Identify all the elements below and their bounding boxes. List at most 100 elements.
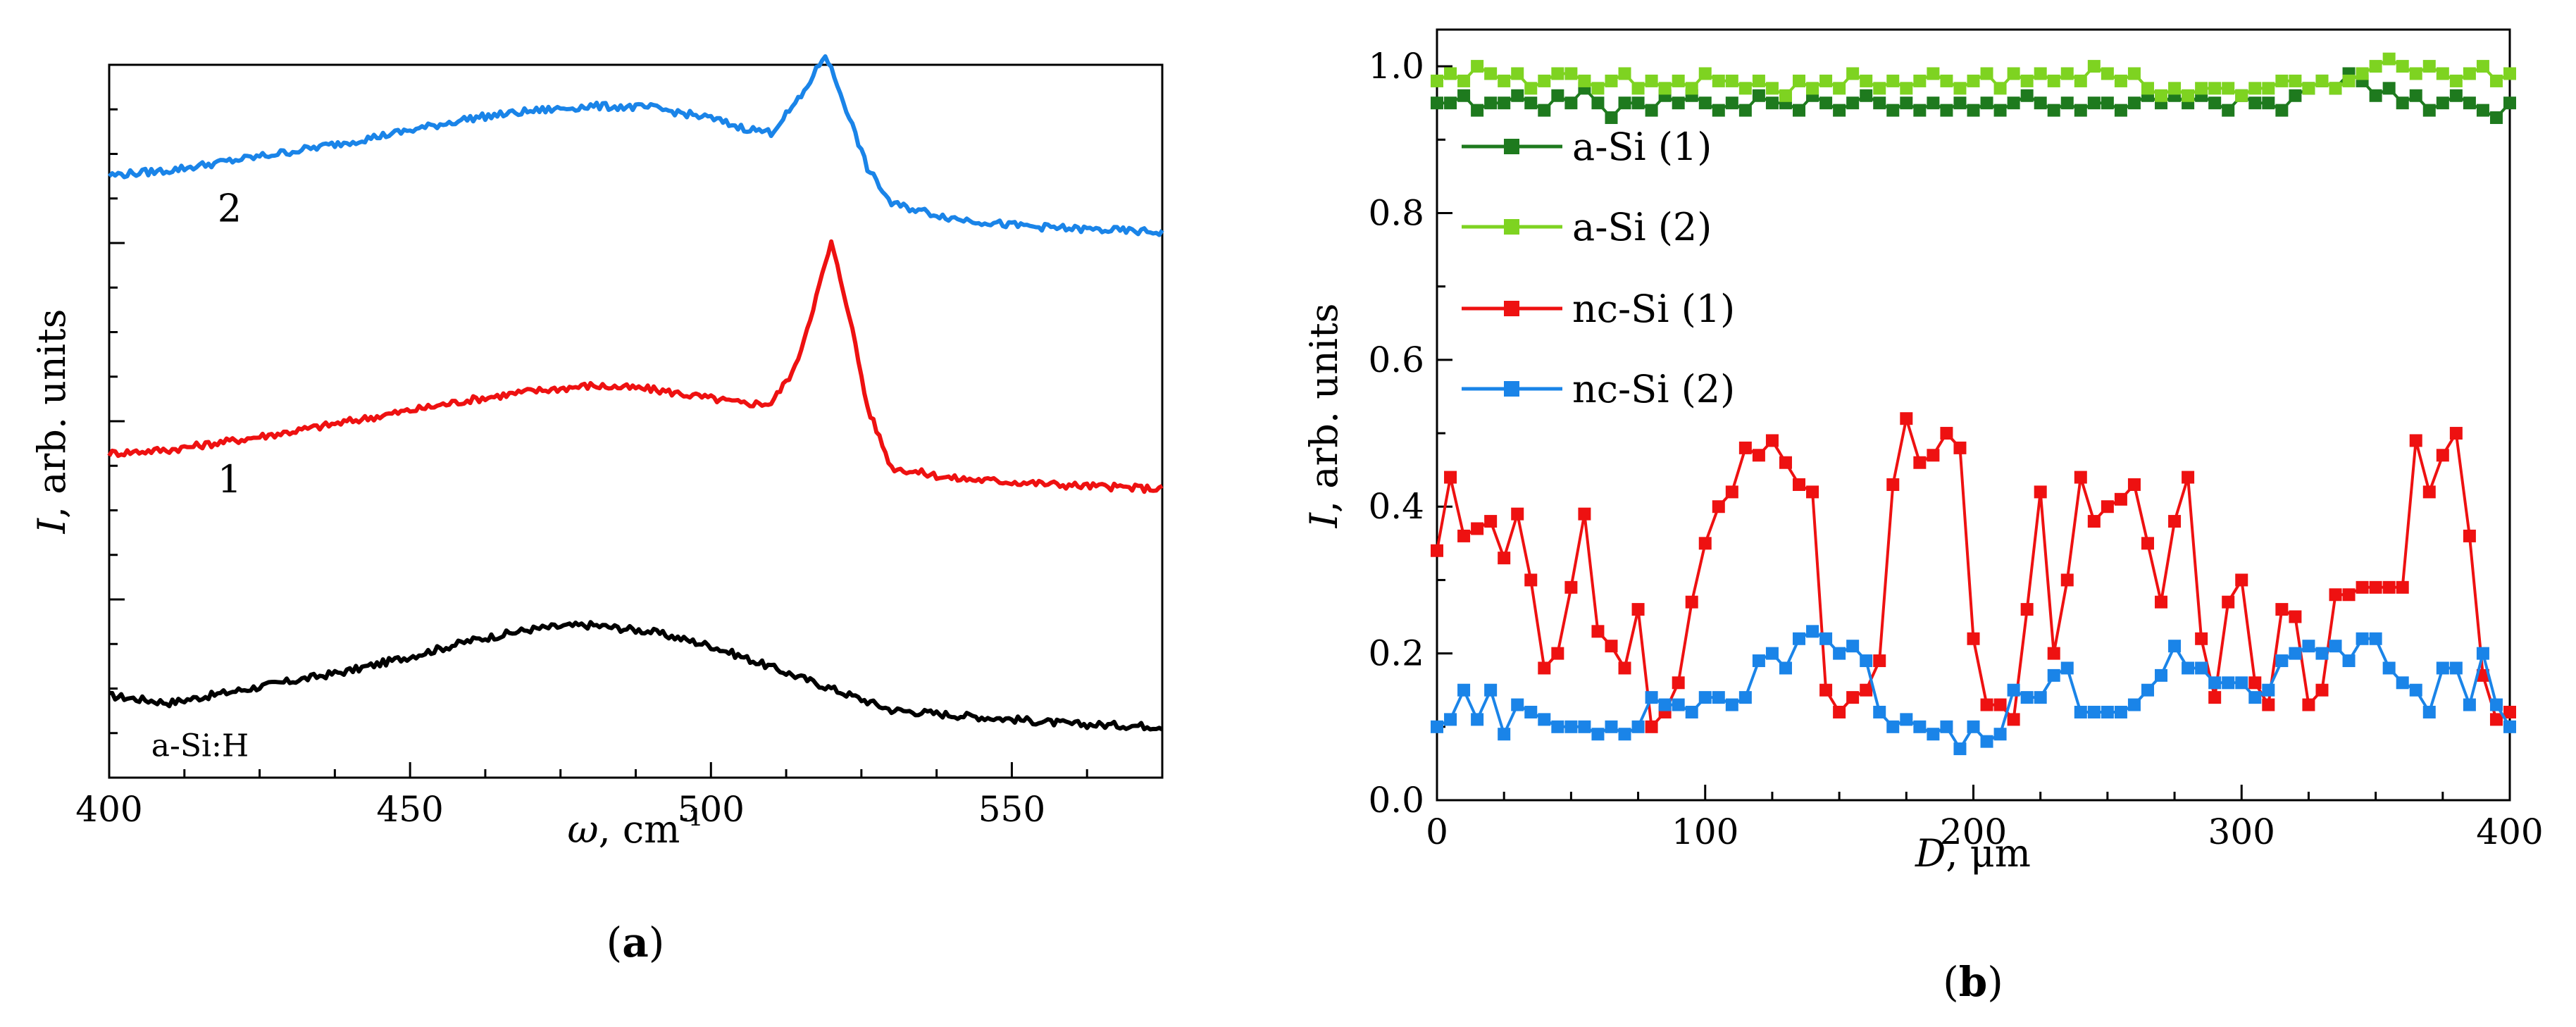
data-point-a-Si (1) (1860, 89, 1873, 102)
data-point-nc-Si (2) (2503, 720, 2516, 733)
data-point-a-Si (2) (1765, 82, 1779, 95)
data-point-a-Si (1) (1846, 97, 1860, 110)
data-point-nc-Si (2) (1564, 720, 1578, 733)
panel-b-chart: 0 100 200 300 400 0.0 0.2 0.4 0.6 0.8 1.0 a-Si (1)… (1302, 28, 2544, 1006)
data-point-nc-Si (1) (1551, 647, 1564, 660)
panel-a-frame (108, 63, 1164, 779)
data-point-nc-Si (1) (2369, 580, 2382, 594)
data-point-nc-Si (2) (1698, 691, 1712, 704)
data-point-nc-Si (1) (1618, 661, 1631, 675)
data-point-nc-Si (2) (1471, 713, 1484, 726)
data-point-nc-Si (1) (2463, 529, 2476, 542)
data-point-nc-Si (1) (1738, 441, 1752, 454)
data-point-nc-Si (2) (1457, 683, 1471, 697)
data-point-a-Si (2) (1712, 74, 1725, 87)
data-point-a-Si (2) (1524, 82, 1538, 95)
data-point-nc-Si (1) (1457, 529, 1471, 542)
data-point-a-Si (1) (2101, 97, 2114, 110)
data-point-a-Si (2) (1658, 82, 1672, 95)
legend-label-a-Si (1): a-Si (1) (1572, 125, 1712, 169)
data-point-nc-Si (2) (2034, 691, 2047, 704)
data-point-a-Si (1) (2436, 97, 2449, 110)
panel-a-chart: 400 450 500 550 a-Si:H 1 2 ω, cm-1 I, arb. un… (30, 54, 1164, 966)
data-point-nc-Si (2) (2101, 705, 2114, 718)
data-point-a-Si (1) (2208, 97, 2222, 110)
data-point-nc-Si (2) (1793, 632, 1806, 645)
data-point-a-Si (2) (2248, 82, 2262, 95)
data-point-a-Si (2) (1578, 74, 1591, 87)
data-point-nc-Si (1) (2127, 478, 2141, 491)
data-point-nc-Si (1) (1484, 515, 1498, 528)
data-point-nc-Si (1) (2356, 580, 2369, 594)
data-point-a-Si (1) (1605, 111, 1618, 125)
data-point-a-Si (1) (2114, 104, 2127, 117)
data-point-nc-Si (1) (1524, 573, 1538, 587)
x-tick-label: 200 (1940, 811, 2007, 852)
data-point-a-Si (1) (1645, 104, 1658, 117)
data-point-nc-Si (2) (1993, 728, 2007, 741)
data-point-nc-Si (2) (1940, 720, 1953, 733)
data-point-a-Si (2) (2342, 74, 2356, 87)
data-point-nc-Si (2) (1725, 698, 1738, 711)
data-point-a-Si (2) (1631, 82, 1645, 95)
data-point-a-Si (1) (1873, 97, 1886, 110)
data-point-nc-Si (1) (1980, 698, 1993, 711)
data-point-nc-Si (1) (1498, 552, 1511, 565)
data-point-nc-Si (2) (2168, 640, 2182, 653)
data-point-a-Si (2) (1457, 74, 1471, 87)
data-point-nc-Si (2) (2382, 661, 2396, 675)
series-line-a-Si:H (108, 620, 1164, 732)
data-point-nc-Si (1) (2476, 668, 2489, 682)
data-point-nc-Si (2) (1685, 705, 1698, 718)
data-point-a-Si (2) (1725, 74, 1738, 87)
data-point-a-Si (2) (2141, 82, 2154, 95)
data-point-a-Si (2) (2182, 89, 2195, 102)
data-point-a-Si (2) (2476, 60, 2489, 73)
data-point-a-Si (2) (2409, 67, 2422, 80)
data-point-a-Si (2) (2275, 74, 2289, 87)
legend-marker-a-Si (1) (1504, 139, 1519, 154)
curve-label-1: 1 (218, 457, 242, 502)
data-point-nc-Si (2) (1591, 728, 1605, 741)
data-point-nc-Si (2) (2289, 647, 2302, 660)
data-point-nc-Si (1) (2449, 427, 2463, 440)
data-point-nc-Si (2) (2074, 705, 2087, 718)
data-point-a-Si (2) (2382, 52, 2396, 66)
panel-a-label: (a) (606, 919, 665, 966)
data-point-a-Si (1) (1524, 97, 1538, 110)
data-point-nc-Si (2) (1873, 705, 1886, 718)
data-point-a-Si (2) (1900, 82, 1913, 95)
data-point-nc-Si (2) (1980, 735, 1993, 748)
data-point-a-Si (2) (1913, 74, 1927, 87)
data-point-a-Si (2) (1953, 82, 1967, 95)
data-point-a-Si (1) (1940, 104, 1953, 117)
data-point-nc-Si (2) (1833, 647, 1846, 660)
data-point-nc-Si (1) (1765, 434, 1779, 447)
data-point-nc-Si (2) (1953, 742, 1967, 756)
data-point-nc-Si (1) (2342, 588, 2356, 602)
data-point-nc-Si (2) (1511, 698, 1524, 711)
data-point-a-Si (1) (1900, 97, 1913, 110)
data-point-a-Si (1) (2060, 97, 2074, 110)
series-line-1 (107, 239, 1164, 494)
data-point-nc-Si (2) (1631, 720, 1645, 733)
data-point-nc-Si (2) (1605, 720, 1618, 733)
data-point-nc-Si (2) (2315, 647, 2329, 660)
series-line-2 (107, 54, 1164, 237)
data-point-nc-Si (2) (1578, 720, 1591, 733)
data-point-nc-Si (1) (1793, 478, 1806, 491)
panel-b-x-axis-label: D, μm (1915, 831, 2031, 876)
data-point-a-Si (2) (2489, 74, 2503, 87)
data-point-nc-Si (1) (1819, 683, 1833, 697)
data-point-a-Si (1) (1725, 97, 1738, 110)
data-point-a-Si (1) (1431, 97, 1443, 110)
data-point-a-Si (1) (2222, 104, 2235, 117)
legend-label-a-Si (2): a-Si (2) (1572, 205, 1712, 249)
data-point-nc-Si (2) (2329, 640, 2342, 653)
data-point-nc-Si (1) (1591, 625, 1605, 638)
data-point-a-Si (2) (2007, 67, 2020, 80)
data-point-nc-Si (2) (1765, 647, 1779, 660)
data-point-nc-Si (2) (2262, 683, 2275, 697)
data-point-nc-Si (2) (1779, 661, 1792, 675)
panel-b-label: (b) (1943, 958, 2003, 1006)
